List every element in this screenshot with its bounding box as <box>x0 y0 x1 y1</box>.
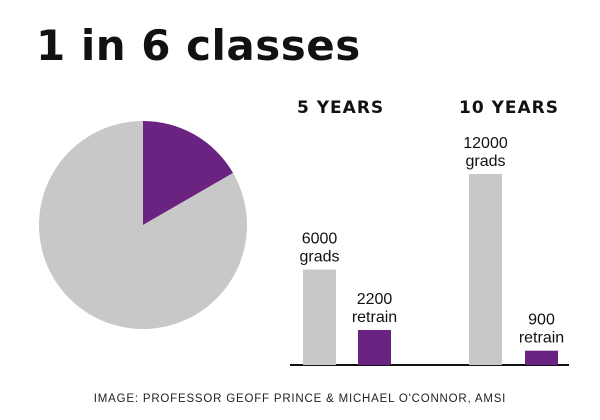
image-credit: IMAGE: PROFESSOR GEOFF PRINCE & MICHAEL … <box>93 393 507 405</box>
bar-0-1 <box>358 329 391 365</box>
bar-unit-label-1-1: retrain <box>519 330 564 347</box>
chart-title: 1 in 6 classes <box>36 21 361 70</box>
bar-0-0 <box>303 269 336 365</box>
bar-1-1 <box>525 350 558 365</box>
bar-value-label-1-0: 12000 <box>463 135 508 152</box>
bar-unit-label-0-1: retrain <box>352 309 397 326</box>
bar-unit-label-0-0: grads <box>299 249 339 266</box>
group-label-0: 5 YEARS <box>297 98 384 118</box>
pie-slice-0 <box>143 121 234 225</box>
bar-value-label-1-1: 900 <box>528 312 555 329</box>
pie-slice-1 <box>39 121 248 329</box>
bar-unit-label-1-0: grads <box>465 153 505 170</box>
bar-1-0 <box>469 174 502 365</box>
bar-value-label-0-0: 6000 <box>302 231 338 248</box>
bar-value-label-0-1: 2200 <box>357 291 393 308</box>
group-label-1: 10 YEARS <box>459 98 559 118</box>
